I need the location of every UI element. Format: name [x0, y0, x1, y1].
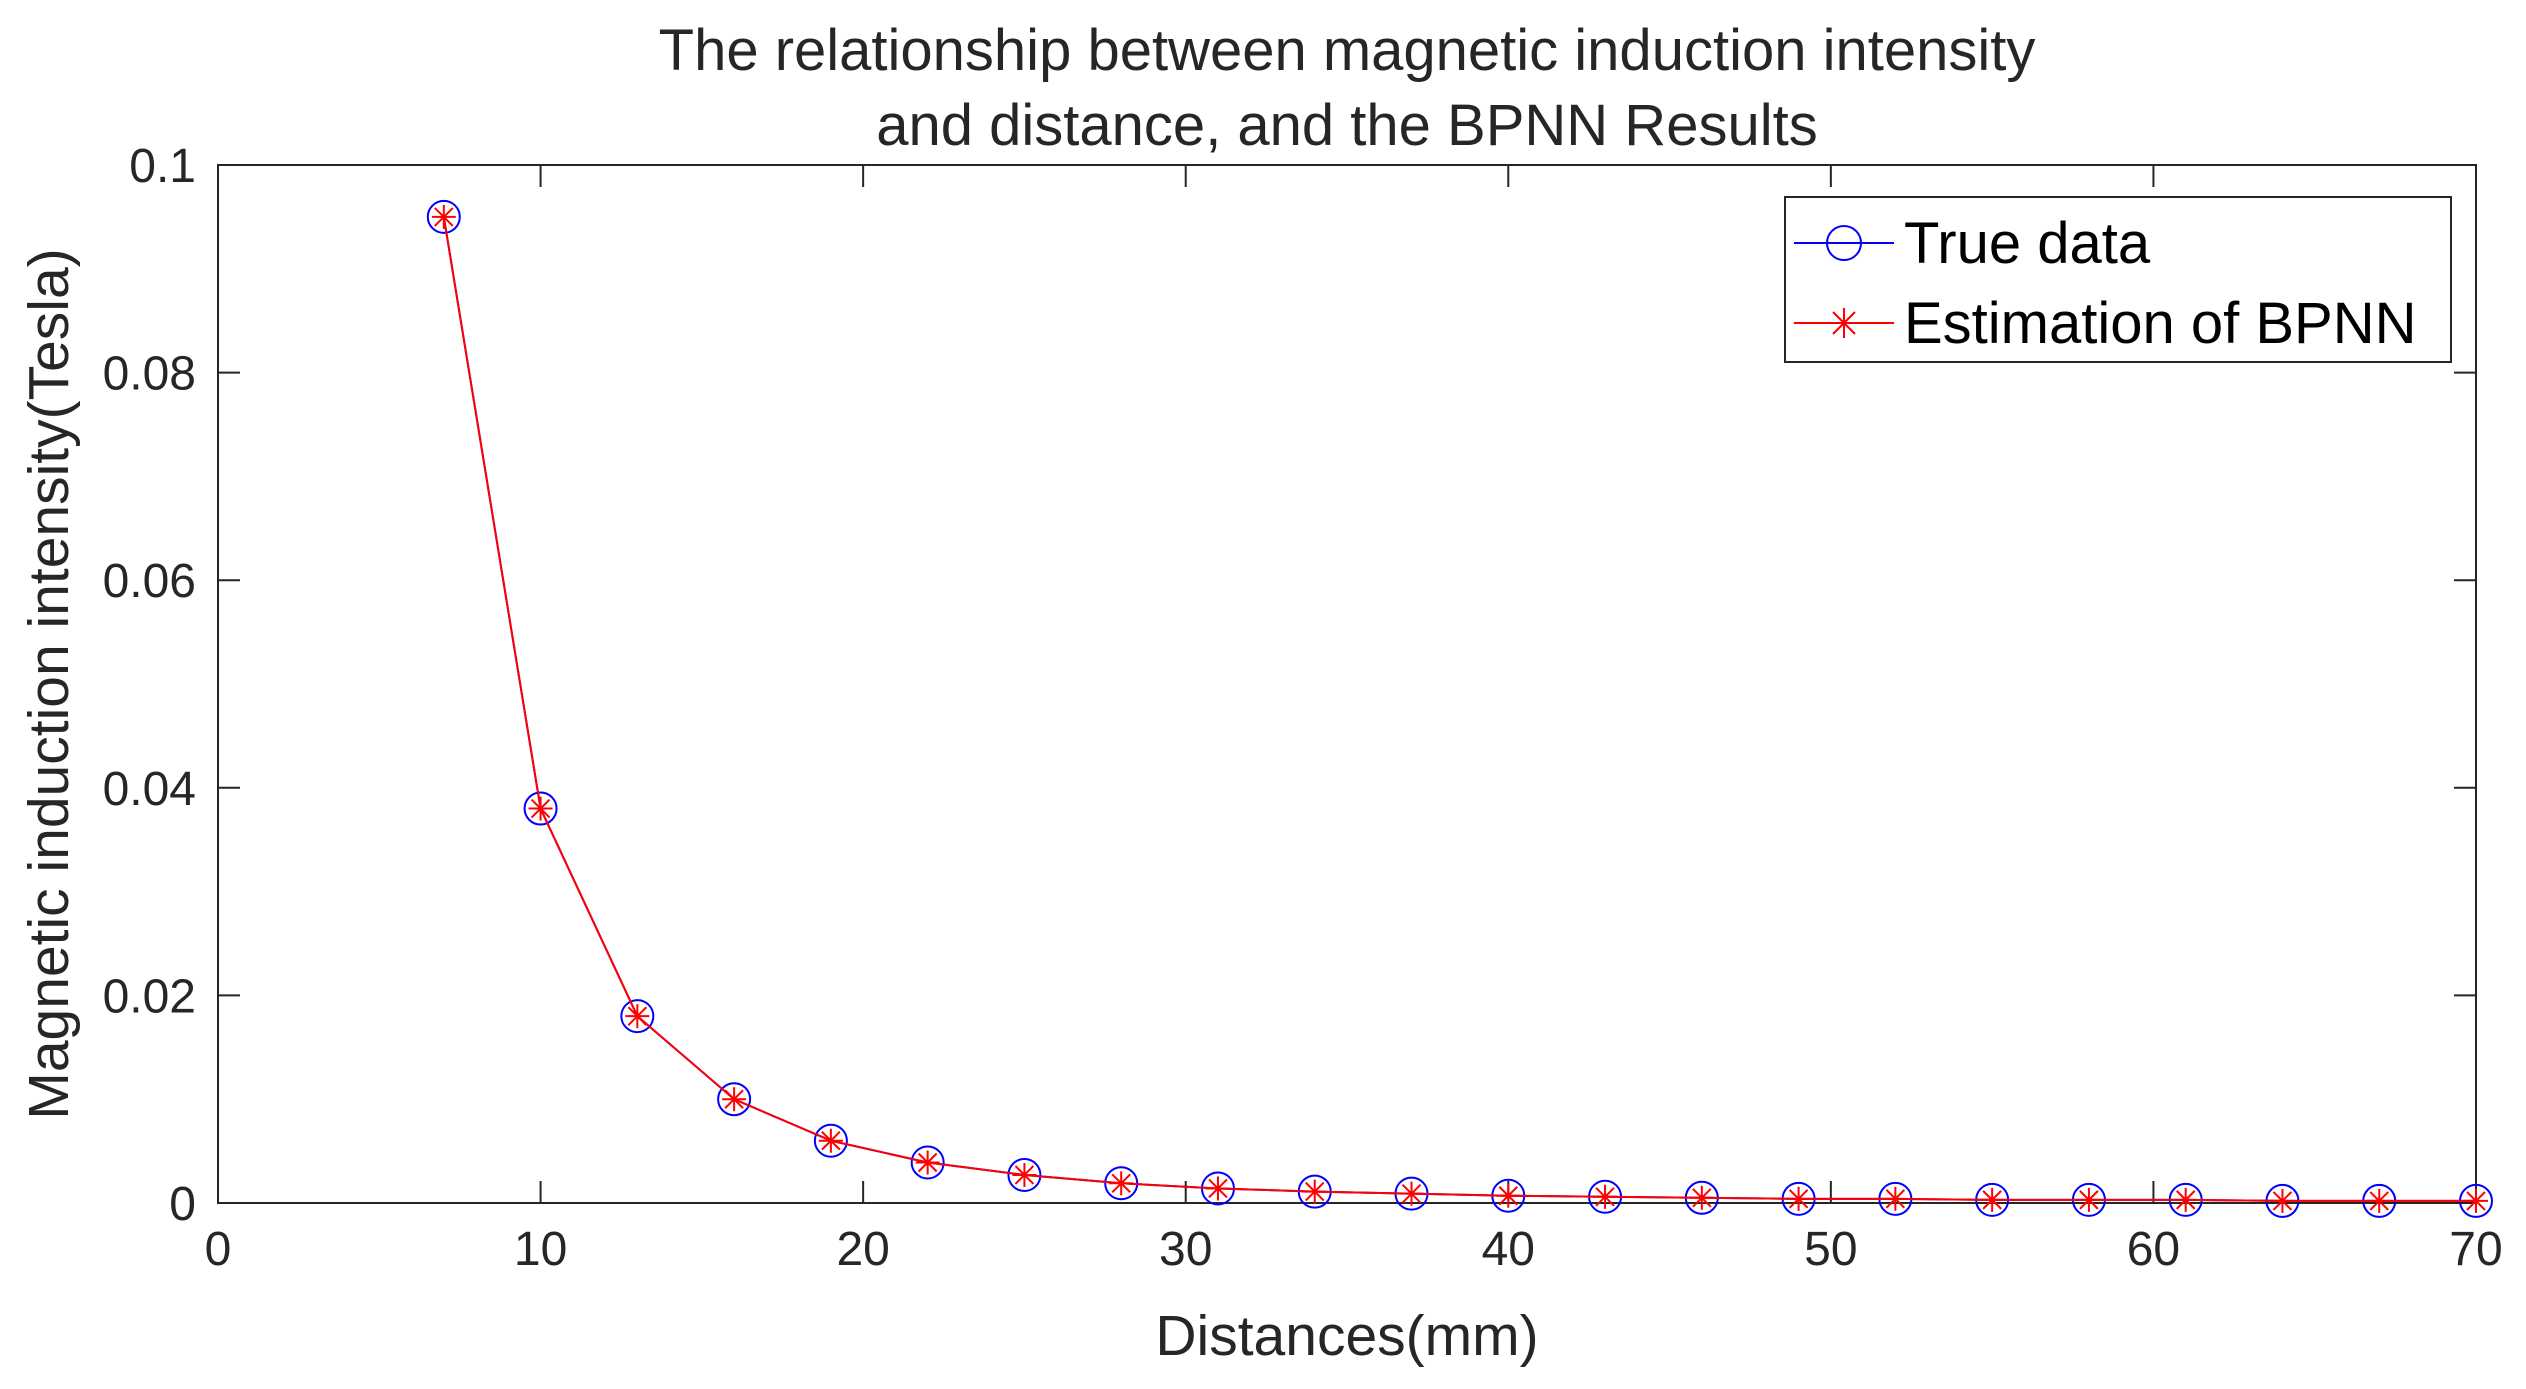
- legend-box: [1784, 196, 2452, 363]
- y-tick-label: 0.06: [103, 555, 196, 608]
- legend-label-bpnn: Estimation of BPNN: [1904, 291, 2417, 356]
- y-tick-label: 0.02: [103, 970, 196, 1023]
- data-point-asterisk: [528, 796, 553, 821]
- legend-marker-asterisk-icon: [1829, 308, 1859, 338]
- chart-title-line-1: The relationship between magnetic induct…: [659, 18, 2036, 83]
- x-tick-label: 60: [2127, 1223, 2180, 1276]
- data-point-asterisk: [1689, 1185, 1714, 1210]
- data-point-asterisk: [1109, 1171, 1134, 1196]
- data-point-circle: [813, 1123, 848, 1158]
- series-bpnn-estimation: [431, 204, 2488, 1213]
- data-point-asterisk: [2270, 1188, 2295, 1213]
- y-axis-ticks: [218, 164, 2476, 1204]
- x-tick-label: 40: [1482, 1223, 1535, 1276]
- y-axis-label: Magnetic induction intensity(Tesla): [17, 248, 81, 1119]
- y-tick-label: 0.08: [103, 348, 196, 401]
- x-tick-label: 0: [205, 1223, 232, 1276]
- data-point-asterisk: [1883, 1186, 1908, 1211]
- data-point-asterisk: [1399, 1181, 1424, 1206]
- data-point-circle: [910, 1145, 945, 1180]
- data-point-asterisk: [2076, 1187, 2101, 1212]
- data-point-circle: [620, 999, 655, 1034]
- plot-area-frame: [217, 164, 2477, 1204]
- x-axis-tick-labels: 0 10 20 30 40 50 60 70: [205, 1223, 2503, 1276]
- x-tick-label: 50: [1804, 1223, 1857, 1276]
- data-point-circle: [426, 199, 461, 234]
- data-point-asterisk: [2367, 1188, 2392, 1213]
- data-point-asterisk: [1593, 1184, 1618, 1209]
- data-point-asterisk: [1205, 1176, 1230, 1201]
- y-tick-label: 0.1: [129, 140, 196, 193]
- data-point-asterisk: [2173, 1187, 2198, 1212]
- data-point-asterisk: [625, 1004, 650, 1029]
- data-point-asterisk: [431, 204, 456, 229]
- data-series-layer: [426, 199, 2493, 1218]
- data-point-asterisk: [1302, 1179, 1327, 1204]
- legend-label-true-data: True data: [1904, 211, 2151, 276]
- y-tick-label: 0: [169, 1178, 196, 1231]
- x-tick-label: 10: [514, 1223, 567, 1276]
- data-point-circle: [1007, 1157, 1042, 1192]
- data-point-asterisk: [818, 1128, 843, 1153]
- y-tick-label: 0.04: [103, 763, 196, 816]
- x-axis-label: Distances(mm): [1155, 1304, 1538, 1368]
- series-line: [442, 216, 2476, 1202]
- x-tick-label: 30: [1159, 1223, 1212, 1276]
- legend-marker-circle-icon: [1826, 225, 1862, 261]
- data-point-circle: [523, 791, 558, 826]
- data-point-asterisk: [1980, 1187, 2005, 1212]
- chart-title-line-2: and distance, and the BPNN Results: [876, 93, 1817, 158]
- data-point-asterisk: [1012, 1162, 1037, 1187]
- data-point-asterisk: [722, 1087, 747, 1112]
- data-point-asterisk: [2464, 1188, 2488, 1213]
- x-tick-label: 20: [836, 1223, 889, 1276]
- data-point-asterisk: [915, 1150, 940, 1175]
- y-axis-tick-labels: 0 0.02 0.04 0.06 0.08 0.1: [103, 140, 196, 1231]
- x-tick-label: 70: [2449, 1223, 2502, 1276]
- data-point-circle: [717, 1082, 752, 1117]
- data-point-asterisk: [1496, 1183, 1521, 1208]
- data-point-asterisk: [1786, 1186, 1811, 1211]
- legend: True data Estimation of BPNN: [1784, 196, 2452, 363]
